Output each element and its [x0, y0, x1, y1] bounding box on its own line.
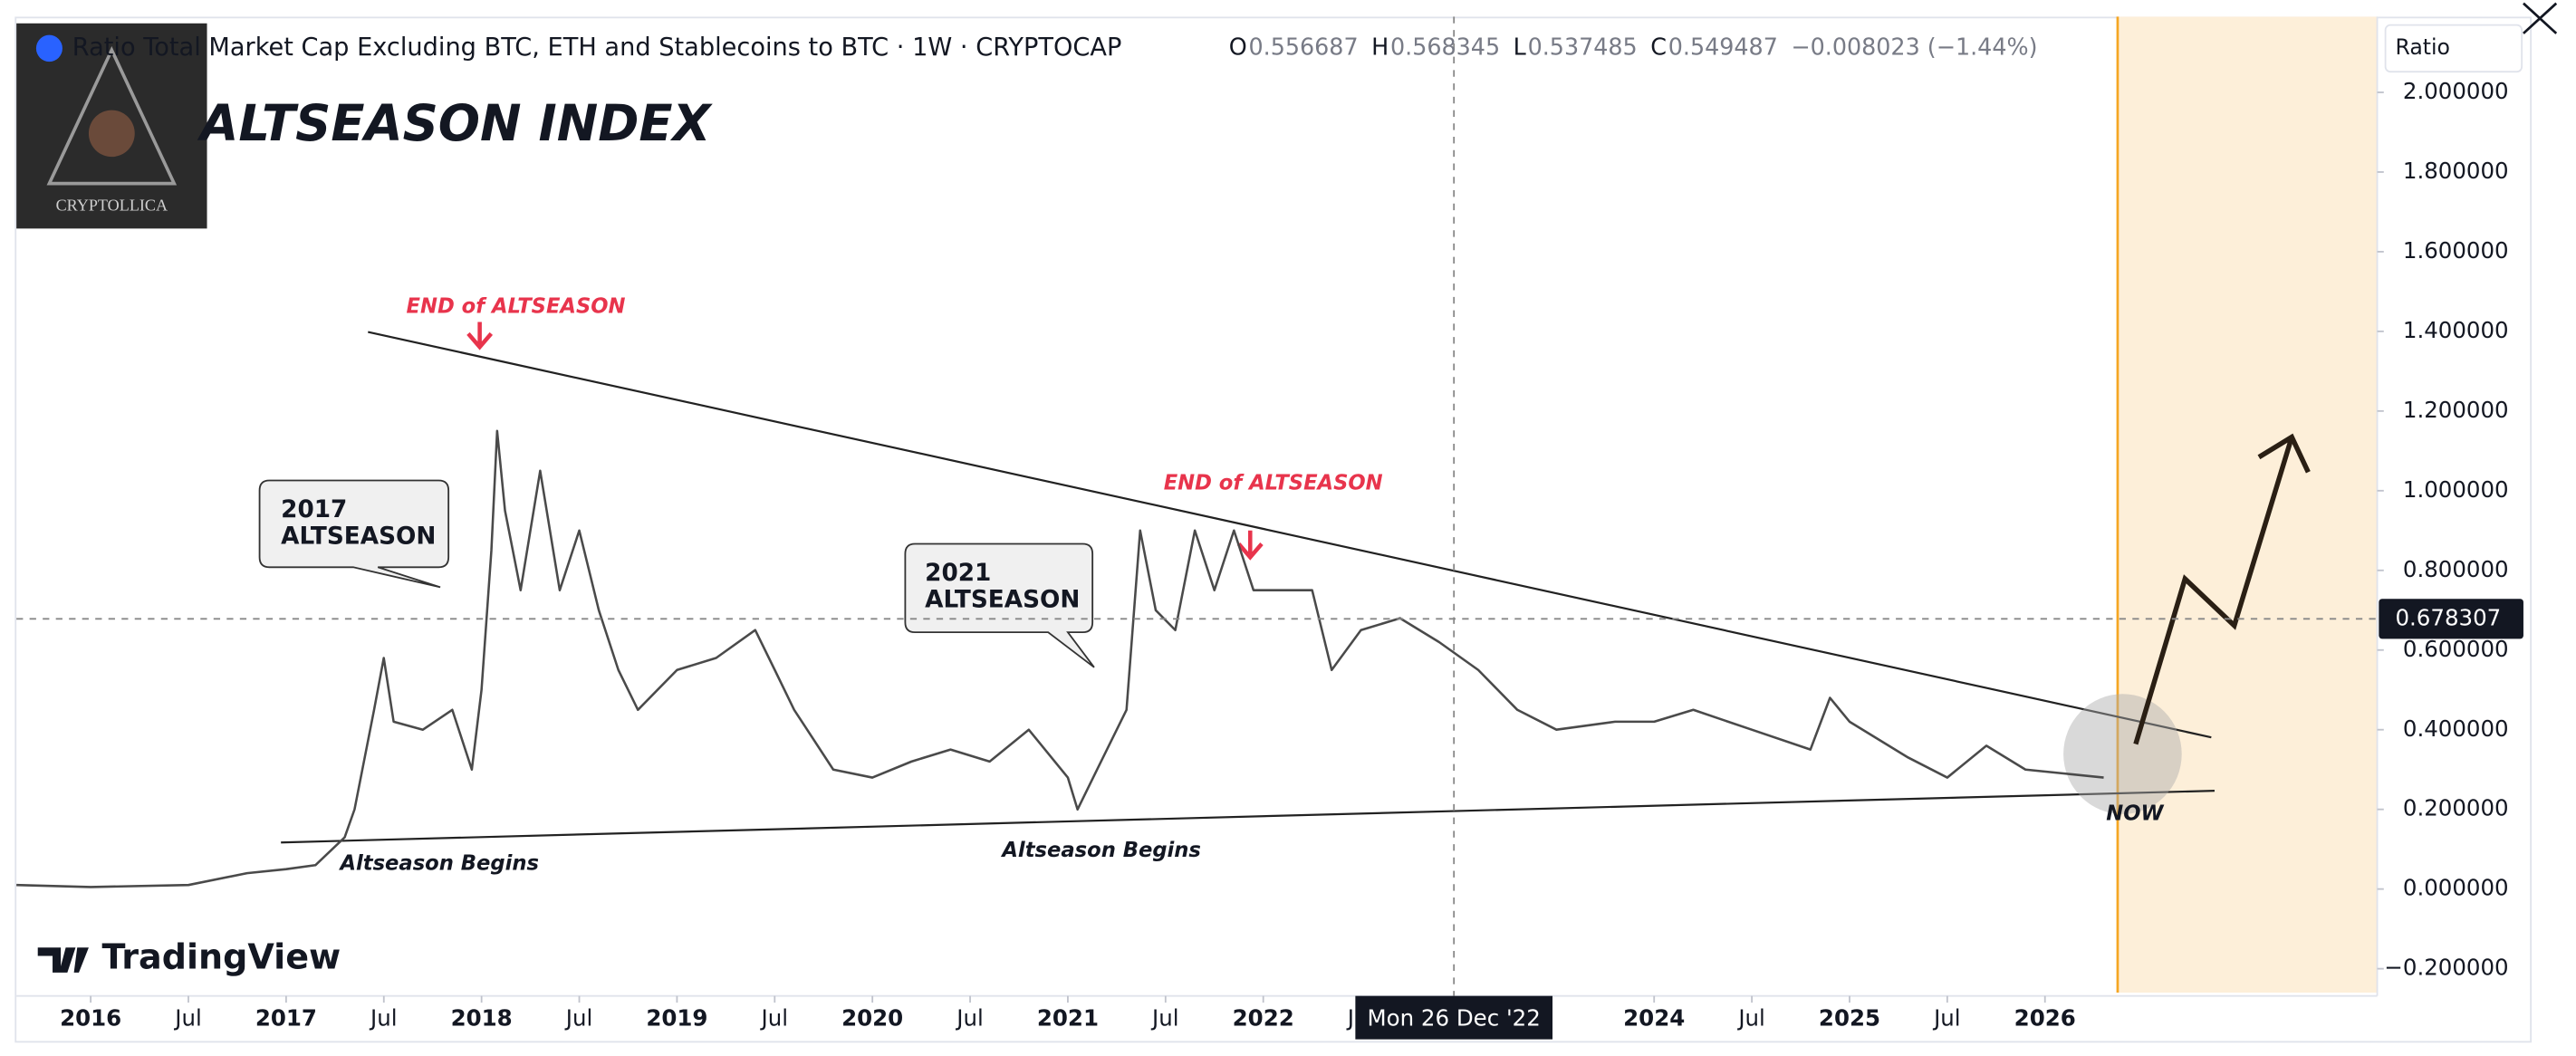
ohlc-label: H	[1371, 34, 1389, 61]
projection-arrow	[2133, 436, 2294, 745]
y-tick-label: 0.000000	[2403, 875, 2509, 901]
ohlc-label: L	[1514, 34, 1527, 61]
annotation: 2017	[281, 495, 347, 523]
y-tick-label: −0.200000	[2384, 954, 2508, 980]
x-tick-label: 2016	[60, 1004, 121, 1031]
x-tick-label: 2024	[1623, 1004, 1685, 1031]
x-tick-label: Jul	[564, 1004, 593, 1031]
logo-text: CRYPTOLLICA	[56, 197, 168, 215]
red-arrow	[466, 322, 494, 350]
y-tick-label: 1.200000	[2403, 397, 2509, 423]
y-tick-label: 2.000000	[2403, 78, 2509, 104]
crosshair-date-box	[1355, 995, 1553, 1040]
headline: ALTSEASON INDEX	[197, 94, 713, 152]
logo-figure	[88, 110, 135, 158]
future-zone	[2117, 16, 2378, 994]
ohlc-value: 0.537485	[1528, 34, 1638, 61]
ohlc-value: 0.568345	[1390, 34, 1500, 61]
annotation: Altseason Begins	[338, 852, 539, 876]
x-tick-label: 2017	[255, 1004, 317, 1031]
y-tick-label: 1.000000	[2403, 476, 2509, 503]
x-tick-label: Jul	[173, 1004, 202, 1031]
brand-name: TradingView	[101, 936, 341, 977]
y-tick-label: 0.200000	[2403, 795, 2509, 821]
x-tick-label: 2021	[1037, 1004, 1099, 1031]
annotation: 2021	[925, 559, 991, 587]
x-tick-label: Jul	[1150, 1004, 1179, 1031]
annotation: ALTSEASON	[925, 586, 1080, 614]
change-text: −0.008023 (−1.44%)	[1791, 34, 2037, 61]
upper-trendline	[368, 331, 2212, 739]
x-tick-label: 2025	[1819, 1004, 1880, 1031]
x-tick-label: Jul	[955, 1004, 984, 1031]
y-tick-label: 1.600000	[2403, 237, 2509, 264]
ohlc-value: 0.549487	[1668, 34, 1778, 61]
red-arrow	[1236, 530, 1264, 561]
annotation: END of ALTSEASON	[407, 294, 626, 318]
callout-bubble	[904, 542, 1095, 668]
x-tick-label: Jul	[1932, 1004, 1961, 1031]
callout-bubble	[258, 479, 450, 589]
ohlc-label: O	[1229, 34, 1247, 61]
x-tick-label: 2022	[1233, 1004, 1294, 1031]
x-tick-label: 2020	[841, 1004, 903, 1031]
y-tick-label: 1.800000	[2403, 158, 2509, 184]
x-tick-label: 2019	[646, 1004, 707, 1031]
projection-arrowhead	[2257, 433, 2311, 474]
frame	[14, 16, 2533, 1043]
brand-logo	[37, 947, 89, 973]
logo-triangle	[46, 45, 178, 186]
x-tick-label: Jul	[1736, 1004, 1765, 1031]
annotation: Altseason Begins	[1000, 839, 1201, 862]
y-tick-label: 0.400000	[2403, 715, 2509, 742]
x-tick-label: Jul	[369, 1004, 398, 1031]
crosshair-value-label: 0.678307	[2395, 604, 2501, 630]
annotation: NOW	[2106, 802, 2165, 825]
y-tick-label: 0.800000	[2403, 556, 2509, 582]
ohlc-value: 0.556687	[1249, 34, 1359, 61]
ohlc-label: C	[1650, 34, 1667, 61]
x-tick-label: 2018	[451, 1004, 513, 1031]
crosshair-date-label: Mon 26 Dec '22	[1368, 1004, 1541, 1031]
symbol-icon	[35, 34, 62, 62]
x-tick-label: Jul	[760, 1004, 789, 1031]
y-tick-label: 1.400000	[2403, 317, 2509, 343]
annotation: END of ALTSEASON	[1164, 472, 1383, 495]
chart-title: Ratio Total Market Cap Excluding BTC, ET…	[72, 34, 1122, 62]
plot	[16, 429, 2104, 888]
lower-trendline	[281, 790, 2215, 844]
crosshair-value-box	[2379, 599, 2523, 639]
price-line	[16, 429, 2104, 888]
axis-mode-box[interactable]	[2384, 24, 2523, 73]
annotation: ALTSEASON	[281, 523, 436, 551]
now-highlight	[2063, 694, 2182, 814]
axis-mode-label[interactable]: Ratio	[2395, 34, 2450, 60]
y-tick-label: 0.600000	[2403, 636, 2509, 662]
close-button[interactable]	[2523, 2, 2558, 34]
x-tick-label: 2026	[2014, 1004, 2076, 1031]
